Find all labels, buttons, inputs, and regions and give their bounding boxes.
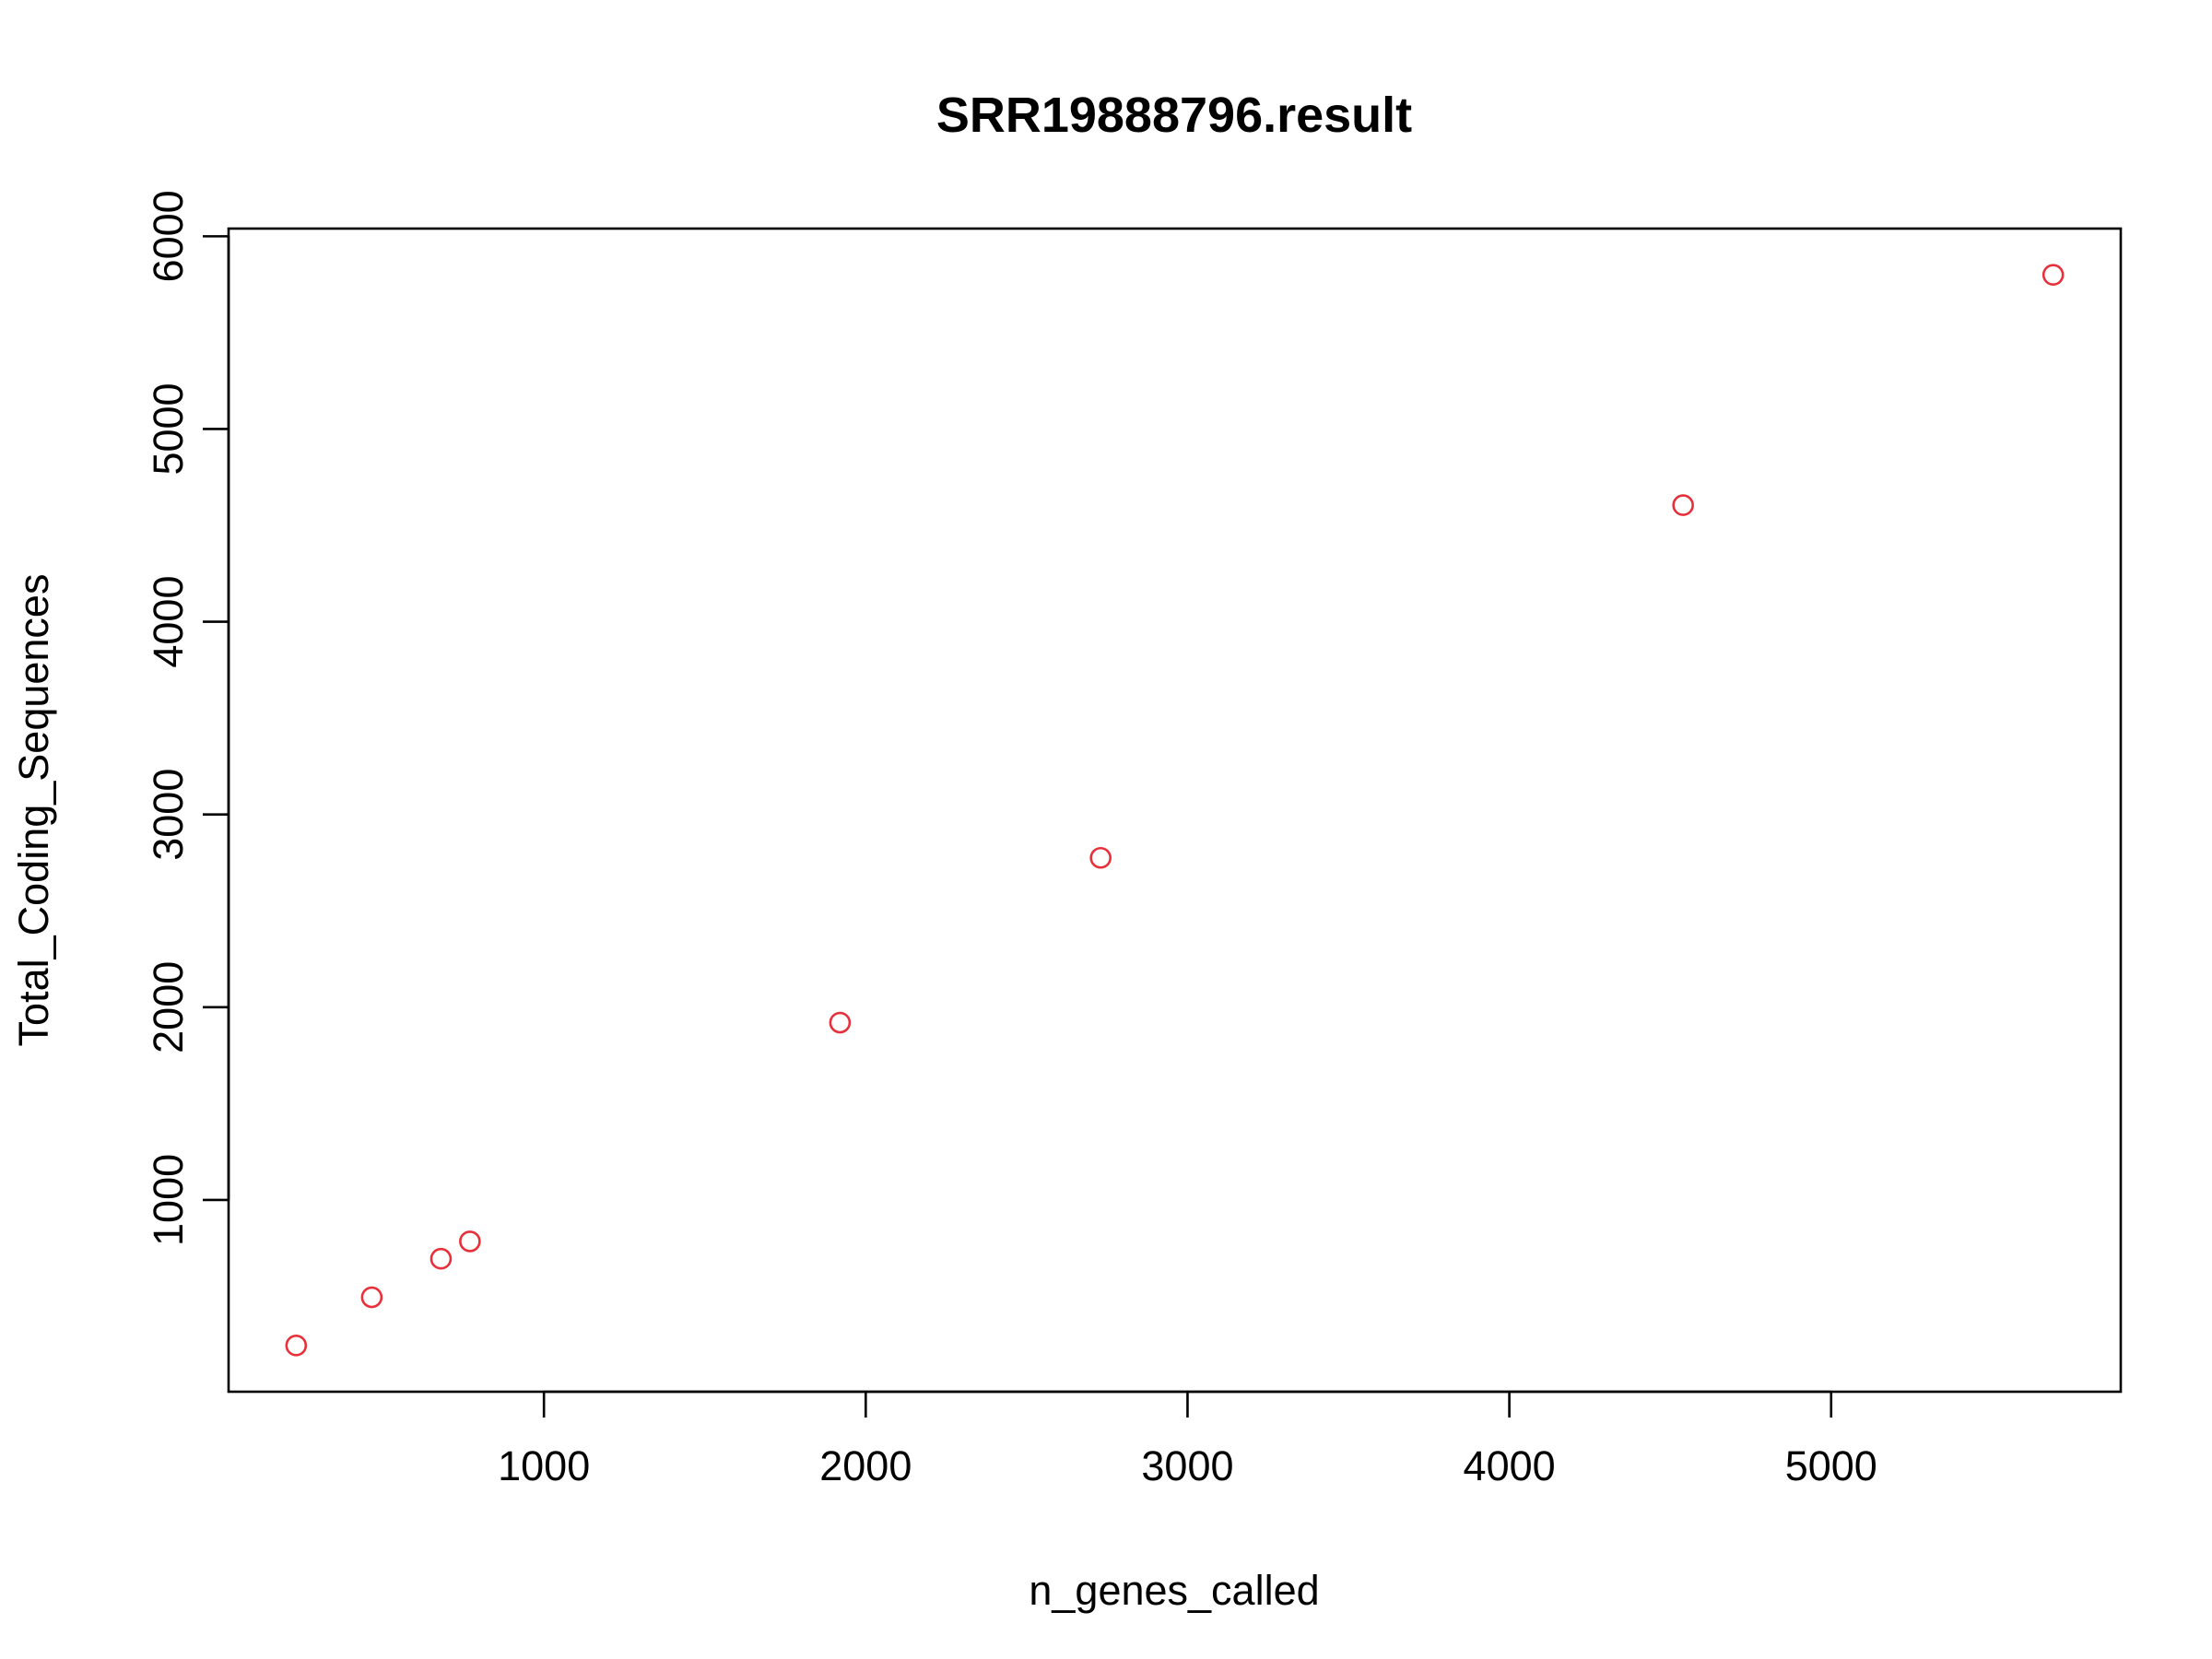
y-tick-label: 3000 — [145, 769, 192, 861]
data-point — [285, 1335, 308, 1357]
y-tick-label: 6000 — [145, 190, 192, 282]
chart-title: SRR19888796.result — [936, 88, 1412, 143]
x-tick-label: 5000 — [1785, 1442, 1877, 1489]
x-tick-label: 1000 — [498, 1442, 590, 1489]
data-point — [360, 1286, 383, 1309]
x-tick-label: 2000 — [819, 1442, 912, 1489]
y-tick-label: 1000 — [145, 1154, 192, 1246]
x-tick-label: 4000 — [1464, 1442, 1556, 1489]
data-point — [829, 1011, 852, 1034]
y-tick-label: 4000 — [145, 576, 192, 668]
data-point — [459, 1230, 481, 1253]
y-tick-label: 2000 — [145, 961, 192, 1053]
y-axis: 1000 2000 3000 4000 5000 6000 — [145, 190, 230, 1246]
x-axis: 1000 2000 3000 4000 5000 — [498, 1390, 1877, 1489]
x-axis-label: n_genes_called — [1029, 1567, 1319, 1614]
data-points — [285, 264, 2065, 1357]
data-point — [429, 1247, 453, 1270]
data-point — [2041, 264, 2065, 286]
x-tick-label: 3000 — [1141, 1442, 1233, 1489]
data-point — [1672, 494, 1694, 516]
data-point — [1089, 846, 1112, 869]
plot-frame — [227, 227, 2123, 1394]
y-tick-label: 5000 — [145, 382, 192, 475]
y-axis-label: Total_Coding_Sequences — [10, 574, 57, 1047]
